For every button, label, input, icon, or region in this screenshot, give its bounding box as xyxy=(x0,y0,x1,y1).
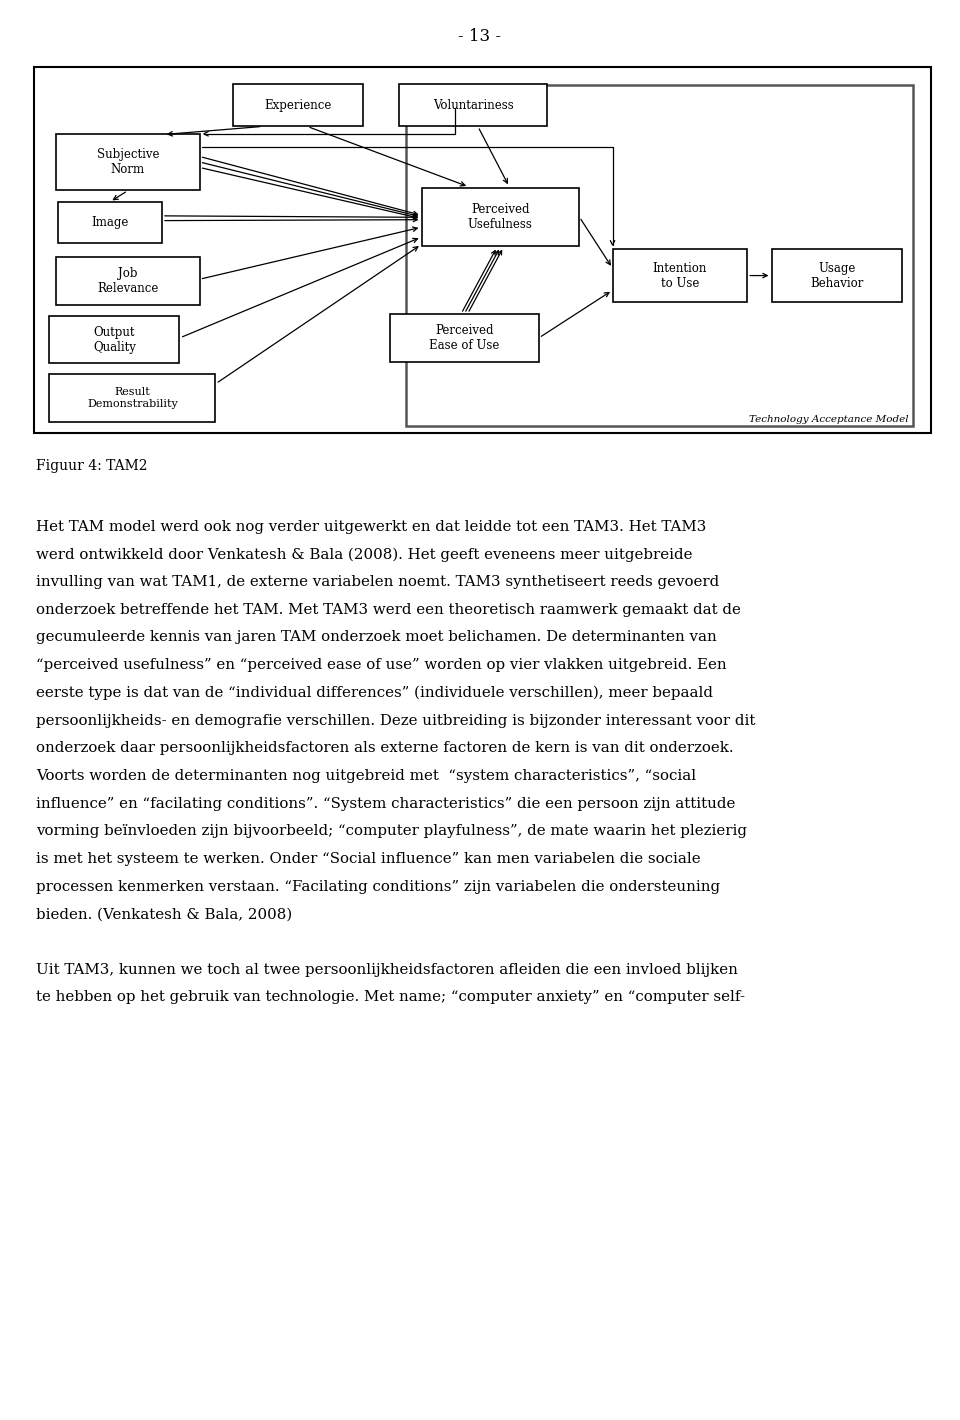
Text: bieden. (Venkatesh & Bala, 2008): bieden. (Venkatesh & Bala, 2008) xyxy=(36,907,293,922)
Bar xyxy=(399,84,547,126)
Text: Het TAM model werd ook nog verder uitgewerkt en dat leidde tot een TAM3. Het TAM: Het TAM model werd ook nog verder uitgew… xyxy=(36,520,707,534)
Text: invulling van wat TAM1, de externe variabelen noemt. TAM3 synthetiseert reeds ge: invulling van wat TAM1, de externe varia… xyxy=(36,575,720,589)
Text: vorming beïnvloeden zijn bijvoorbeeld; “computer playfulness”, de mate waarin he: vorming beïnvloeden zijn bijvoorbeeld; “… xyxy=(36,824,748,838)
Text: Perceived
Ease of Use: Perceived Ease of Use xyxy=(429,324,499,352)
Text: influence” en “facilating conditions”. “System characteristics” die een persoon : influence” en “facilating conditions”. “… xyxy=(36,797,736,811)
Bar xyxy=(772,248,902,302)
Text: processen kenmerken verstaan. “Facilating conditions” zijn variabelen die onders: processen kenmerken verstaan. “Facilatin… xyxy=(36,879,721,893)
Bar xyxy=(49,375,215,422)
Text: Figuur 4: TAM2: Figuur 4: TAM2 xyxy=(36,459,148,473)
Text: persoonlijkheids- en demografie verschillen. Deze uitbreiding is bijzonder inter: persoonlijkheids- en demografie verschil… xyxy=(36,713,756,727)
Text: Output
Quality: Output Quality xyxy=(93,325,135,354)
Bar xyxy=(49,315,180,364)
Bar xyxy=(59,202,161,243)
Text: Technology Acceptance Model: Technology Acceptance Model xyxy=(749,415,909,425)
Text: Uit TAM3, kunnen we toch al twee persoonlijkheidsfactoren afleiden die een invlo: Uit TAM3, kunnen we toch al twee persoon… xyxy=(36,963,738,977)
Text: Usage
Behavior: Usage Behavior xyxy=(810,261,864,290)
Text: te hebben op het gebruik van technologie. Met name; “computer anxiety” en “compu: te hebben op het gebruik van technologie… xyxy=(36,991,746,1004)
Text: Job
Relevance: Job Relevance xyxy=(97,267,158,295)
Text: “perceived usefulness” en “perceived ease of use” worden op vier vlakken uitgebr: “perceived usefulness” en “perceived eas… xyxy=(36,659,727,672)
Bar xyxy=(612,248,747,302)
Text: Perceived
Usefulness: Perceived Usefulness xyxy=(468,203,533,231)
Text: onderzoek daar persoonlijkheidsfactoren als externe factoren de kern is van dit : onderzoek daar persoonlijkheidsfactoren … xyxy=(36,741,734,755)
Text: Image: Image xyxy=(91,216,129,229)
Bar xyxy=(421,187,579,246)
Text: Experience: Experience xyxy=(265,99,332,112)
Text: Result
Demonstrability: Result Demonstrability xyxy=(87,388,178,409)
Text: onderzoek betreffende het TAM. Met TAM3 werd een theoretisch raamwerk gemaakt da: onderzoek betreffende het TAM. Met TAM3 … xyxy=(36,602,741,616)
Text: werd ontwikkeld door Venkatesh & Bala (2008). Het geeft eveneens meer uitgebreid: werd ontwikkeld door Venkatesh & Bala (2… xyxy=(36,547,693,562)
Text: eerste type is dat van de “individual differences” (individuele verschillen), me: eerste type is dat van de “individual di… xyxy=(36,686,713,700)
Text: is met het systeem te werken. Onder “Social influence” kan men variabelen die so: is met het systeem te werken. Onder “Soc… xyxy=(36,852,701,866)
Bar xyxy=(406,85,913,426)
Text: Subjective
Norm: Subjective Norm xyxy=(97,148,159,176)
Text: Intention
to Use: Intention to Use xyxy=(653,261,708,290)
Text: Voorts worden de determinanten nog uitgebreid met  “system characteristics”, “so: Voorts worden de determinanten nog uitge… xyxy=(36,768,697,782)
Bar xyxy=(56,133,200,190)
Bar xyxy=(233,84,364,126)
Text: Voluntariness: Voluntariness xyxy=(433,99,514,112)
Bar xyxy=(56,257,200,305)
Bar xyxy=(391,314,539,362)
Text: - 13 -: - 13 - xyxy=(459,28,501,45)
Text: gecumuleerde kennis van jaren TAM onderzoek moet belichamen. De determinanten va: gecumuleerde kennis van jaren TAM onderz… xyxy=(36,630,717,645)
